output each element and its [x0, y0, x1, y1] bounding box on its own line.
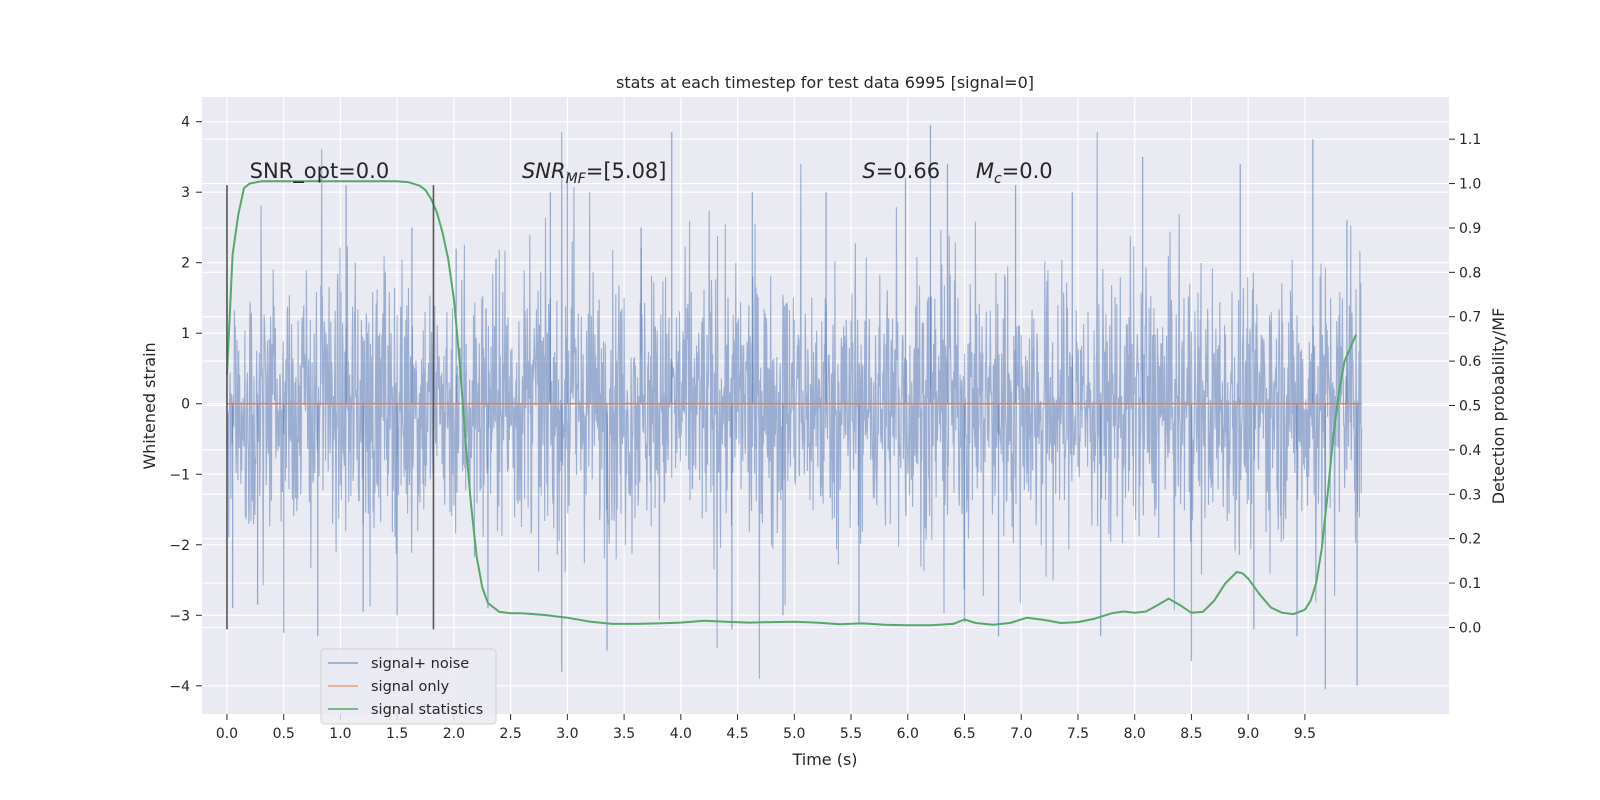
annotation-snr-mf-subscript: MF: [566, 171, 587, 187]
signal-statistics-line: [226, 180, 1357, 627]
legend-box: [320, 648, 497, 725]
annotation-s-value: =0.66: [876, 159, 940, 183]
x-tick-label: 7.5: [1067, 726, 1089, 742]
signal-noise-line: [226, 132, 1363, 679]
y-tick-label: −3: [169, 608, 190, 624]
x-tick-label: 8.5: [1180, 726, 1202, 742]
x-tick-label: 2.0: [443, 726, 465, 742]
y2-tick-label: 0.2: [1459, 532, 1481, 548]
stat-annotations: SNR_opt=0.0 SNRMF=[5.08] S=0.66 Mc=0.0: [250, 159, 1053, 187]
x-tick-label: 4.5: [726, 726, 748, 742]
legend-label-signal-statistics: signal statistics: [371, 702, 483, 718]
annotation-snr-opt: SNR_opt=0.0: [250, 159, 390, 184]
y-tick-label: −1: [169, 467, 190, 483]
window-markers: [226, 185, 435, 630]
legend: signal+ noise signal only signal statist…: [320, 648, 497, 725]
y-axis-label: Whitened strain: [140, 342, 159, 469]
x-tick-label: 8.0: [1124, 726, 1146, 742]
y2-axis-ticks: 1.1 1.0 0.9 0.8 0.7 0.6 0.5 0.4 0.3 0.2 0.1 0.0: [1449, 132, 1481, 636]
legend-label-signal-only: signal only: [371, 679, 450, 695]
x-tick-label: 9.5: [1294, 726, 1316, 742]
x-tick-label: 0.5: [273, 726, 295, 742]
y-tick-label: 2: [181, 256, 190, 272]
annotation-mc-subscript: c: [994, 171, 1002, 187]
annotation-snr-mf: SNRMF=[5.08]: [522, 159, 667, 187]
y-axis-ticks: 4 3 2 1 0 −1 −2 −3 −4: [169, 115, 202, 695]
x-tick-label: 9.0: [1237, 726, 1259, 742]
annotation-mc-value: =0.0: [1002, 159, 1053, 183]
y2-tick-label: 0.5: [1459, 399, 1481, 415]
annotation-snr-mf-symbol: SNR: [522, 159, 566, 183]
y-tick-label: 0: [181, 397, 190, 413]
x-tick-label: 1.0: [329, 726, 351, 742]
signal-noise-series: [226, 125, 1363, 690]
x-tick-label: 6.5: [953, 726, 975, 742]
x-tick-label: 5.0: [783, 726, 805, 742]
x-tick-label: 2.5: [499, 726, 521, 742]
x-tick-label: 0.0: [216, 726, 238, 742]
y2-tick-label: 0.0: [1459, 620, 1481, 636]
y2-tick-label: 0.1: [1459, 576, 1481, 592]
y2-tick-label: 1.0: [1459, 177, 1481, 193]
annotation-snr-mf-value: =[5.08]: [586, 159, 667, 183]
y2-tick-label: 0.3: [1459, 487, 1481, 503]
y2-tick-label: 0.9: [1459, 221, 1481, 237]
x-tick-label: 1.5: [386, 726, 408, 742]
annotation-mc: Mc=0.0: [976, 159, 1053, 187]
annotation-s-symbol: S: [862, 159, 875, 183]
legend-label-signal-noise: signal+ noise: [371, 656, 469, 672]
y2-tick-label: 0.7: [1459, 310, 1481, 326]
x-tick-label: 7.0: [1010, 726, 1032, 742]
x-tick-label: 5.5: [840, 726, 862, 742]
signal-statistics-series: [226, 180, 1357, 627]
y-tick-label: 1: [181, 326, 190, 342]
x-axis-ticks: 0.0 0.5 1.0 1.5 2.0 2.5 3.0 3.5 4.0 4.5 5.0 5.5 6.0 6…: [216, 714, 1316, 742]
x-tick-label: 4.0: [670, 726, 692, 742]
y2-tick-label: 0.8: [1459, 265, 1481, 281]
y2-tick-label: 0.4: [1459, 443, 1481, 459]
y2-axis-label: Detection probability/MF: [1489, 308, 1508, 505]
y-tick-label: −4: [169, 679, 190, 695]
y-tick-label: 3: [181, 185, 190, 201]
chart-title: stats at each timestep for test data 699…: [616, 73, 1034, 92]
annotation-mc-symbol: M: [976, 159, 994, 183]
x-tick-label: 6.0: [897, 726, 919, 742]
x-tick-label: 3.5: [613, 726, 635, 742]
x-axis-label: Time (s): [791, 750, 857, 769]
y-tick-label: 4: [181, 115, 190, 131]
y2-tick-label: 0.6: [1459, 354, 1481, 370]
y2-tick-label: 1.1: [1459, 132, 1481, 148]
annotation-s: S=0.66: [862, 159, 940, 183]
x-tick-label: 3.0: [556, 726, 578, 742]
y-tick-label: −2: [169, 538, 190, 554]
